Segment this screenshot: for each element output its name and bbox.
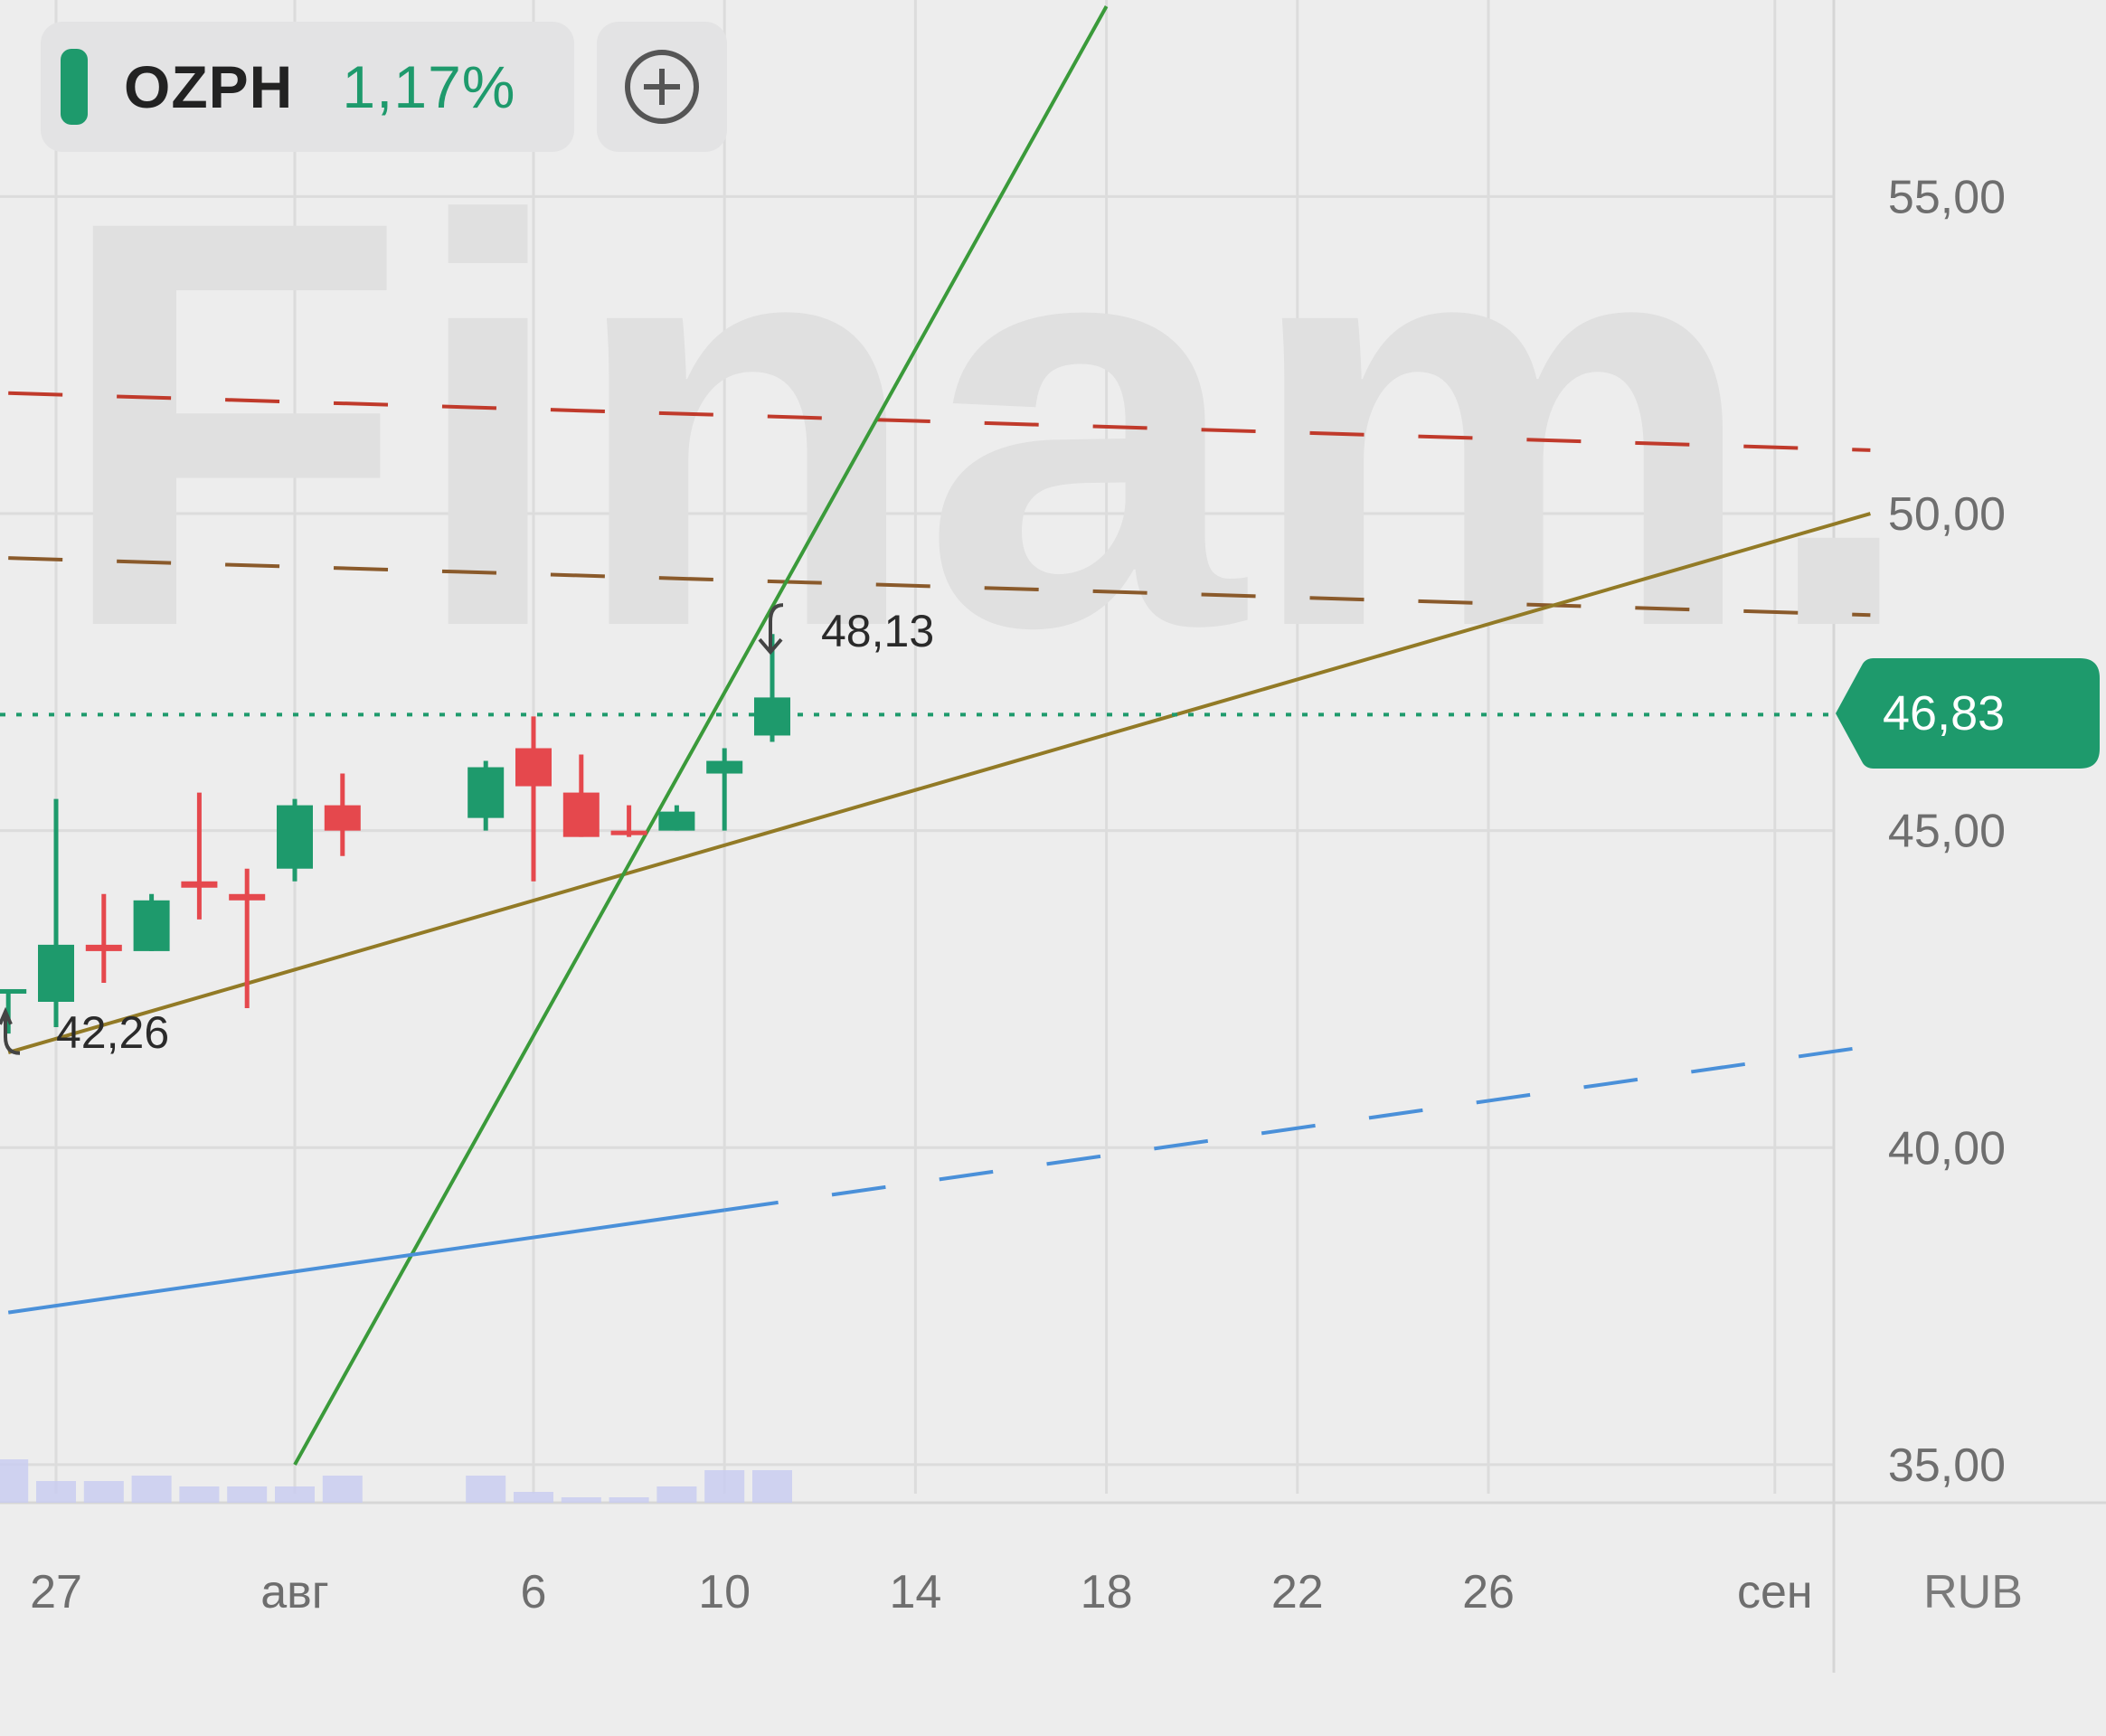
volume-bar bbox=[0, 1459, 29, 1503]
volume-bar bbox=[83, 1481, 124, 1503]
volume-bar bbox=[179, 1486, 220, 1503]
x-tick-label: авг bbox=[260, 1566, 329, 1618]
candle-body bbox=[562, 792, 600, 837]
price-annotations: 48,13 42,26 bbox=[0, 603, 934, 1058]
add-instrument-button[interactable] bbox=[597, 22, 727, 152]
trend-line-channel-blue bbox=[7, 1208, 725, 1315]
trend-line-resistance-brown bbox=[8, 556, 1871, 618]
candle-body bbox=[229, 893, 266, 901]
trend-line-channel-blue-dashed bbox=[723, 1044, 1871, 1212]
ticker-change: 1,17% bbox=[342, 53, 516, 120]
volume-bar bbox=[227, 1486, 268, 1503]
grid bbox=[0, 0, 2106, 1673]
min-arrow-icon bbox=[0, 1006, 21, 1055]
candle-body bbox=[515, 748, 552, 787]
volume-bar bbox=[131, 1476, 172, 1503]
candle-body bbox=[133, 900, 170, 951]
volume-bar bbox=[609, 1497, 649, 1503]
volume-bar bbox=[322, 1476, 363, 1503]
candle-body bbox=[85, 944, 122, 951]
trend-line-trend-green bbox=[293, 5, 1109, 1466]
currency-label: RUB bbox=[1923, 1566, 2023, 1618]
y-tick-label: 45,00 bbox=[1888, 806, 2006, 858]
x-tick-label: 18 bbox=[1081, 1566, 1133, 1618]
volume-bar bbox=[275, 1486, 315, 1503]
volume-bar bbox=[656, 1486, 697, 1503]
time-axis: 27 авг 6 10 14 18 22 26 сен bbox=[30, 1566, 1813, 1618]
candle-body bbox=[0, 988, 27, 994]
candle-body bbox=[467, 767, 505, 818]
volume-bar bbox=[466, 1476, 506, 1503]
x-tick-label: 10 bbox=[698, 1566, 751, 1618]
candle-body bbox=[277, 805, 313, 869]
candle-body bbox=[706, 760, 743, 774]
plus-circle-icon bbox=[625, 50, 699, 124]
candle-body bbox=[181, 881, 218, 888]
trend-lines bbox=[0, 5, 1871, 1466]
volume-bars bbox=[0, 1459, 792, 1503]
y-tick-label: 40,00 bbox=[1888, 1122, 2006, 1175]
candle-body bbox=[324, 805, 361, 831]
candle-body bbox=[38, 944, 74, 1002]
ticker-color-bar bbox=[61, 49, 88, 125]
candle-body bbox=[754, 697, 790, 736]
candle-body bbox=[658, 811, 695, 831]
x-tick-label: 6 bbox=[521, 1566, 547, 1618]
trend-line-resistance-red bbox=[8, 391, 1871, 452]
x-tick-label: сен bbox=[1737, 1566, 1813, 1618]
x-tick-label: 22 bbox=[1271, 1566, 1324, 1618]
max-arrow-icon bbox=[758, 603, 784, 656]
current-price-tag: 46,83 bbox=[1836, 658, 2100, 769]
volume-bar bbox=[36, 1481, 76, 1503]
current-price-label: 46,83 bbox=[1883, 686, 2006, 741]
candlesticks bbox=[0, 634, 790, 1034]
y-tick-label: 55,00 bbox=[1888, 171, 2006, 223]
y-tick-label: 50,00 bbox=[1888, 488, 2006, 541]
price-axis: 55,00 50,00 45,00 40,00 35,00 bbox=[1888, 171, 2006, 1492]
volume-bar bbox=[752, 1470, 792, 1503]
x-tick-label: 27 bbox=[30, 1566, 82, 1618]
candle-body bbox=[610, 830, 647, 835]
ticker-symbol: OZPH bbox=[124, 53, 294, 120]
volume-bar bbox=[514, 1492, 553, 1503]
min-price-label: 42,26 bbox=[56, 1007, 169, 1058]
y-tick-label: 35,00 bbox=[1888, 1439, 2006, 1492]
volume-bar bbox=[561, 1497, 601, 1503]
ticker-chip[interactable]: OZPH 1,17% bbox=[41, 22, 574, 152]
volume-bar bbox=[704, 1470, 745, 1503]
x-tick-label: 14 bbox=[889, 1566, 941, 1618]
x-tick-label: 26 bbox=[1462, 1566, 1515, 1618]
trend-line-support-gold bbox=[7, 512, 1871, 1055]
max-price-label: 48,13 bbox=[821, 606, 934, 656]
